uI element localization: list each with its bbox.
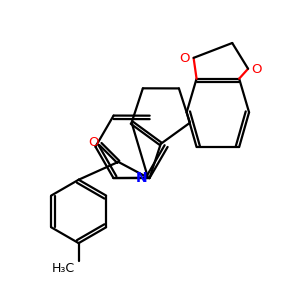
Text: O: O bbox=[179, 52, 190, 65]
Text: O: O bbox=[88, 136, 99, 148]
Text: N: N bbox=[135, 171, 147, 185]
Text: H₃C: H₃C bbox=[51, 262, 74, 275]
Text: O: O bbox=[252, 63, 262, 76]
